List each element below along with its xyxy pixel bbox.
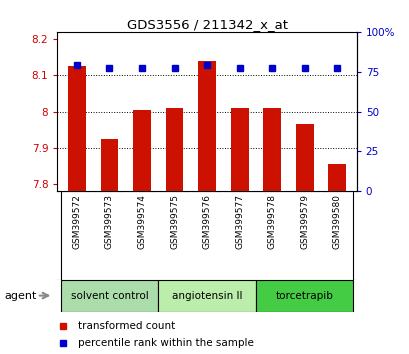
Bar [198, 61, 216, 191]
Text: torcetrapib: torcetrapib [275, 291, 333, 301]
Bar [165, 108, 183, 191]
Bar [100, 139, 118, 191]
Text: GSM399573: GSM399573 [105, 194, 114, 249]
Text: GSM399572: GSM399572 [72, 194, 81, 249]
Bar [158, 280, 255, 312]
Text: percentile rank within the sample: percentile rank within the sample [78, 338, 254, 348]
Bar [295, 124, 313, 191]
Text: GSM399576: GSM399576 [202, 194, 211, 249]
Text: transformed count: transformed count [78, 321, 175, 331]
Text: solvent control: solvent control [70, 291, 148, 301]
Text: GSM399578: GSM399578 [267, 194, 276, 249]
Bar [68, 66, 85, 191]
Text: GSM399580: GSM399580 [332, 194, 341, 249]
Bar [61, 280, 158, 312]
Text: GSM399574: GSM399574 [137, 194, 146, 249]
Text: GSM399579: GSM399579 [299, 194, 308, 249]
Bar [328, 164, 345, 191]
Text: GSM399577: GSM399577 [234, 194, 243, 249]
Text: angiotensin II: angiotensin II [171, 291, 242, 301]
Bar [133, 110, 151, 191]
Title: GDS3556 / 211342_x_at: GDS3556 / 211342_x_at [126, 18, 287, 31]
Bar [263, 108, 281, 191]
Bar [230, 108, 248, 191]
Text: agent: agent [4, 291, 36, 301]
Bar [255, 280, 353, 312]
Text: GSM399575: GSM399575 [170, 194, 179, 249]
